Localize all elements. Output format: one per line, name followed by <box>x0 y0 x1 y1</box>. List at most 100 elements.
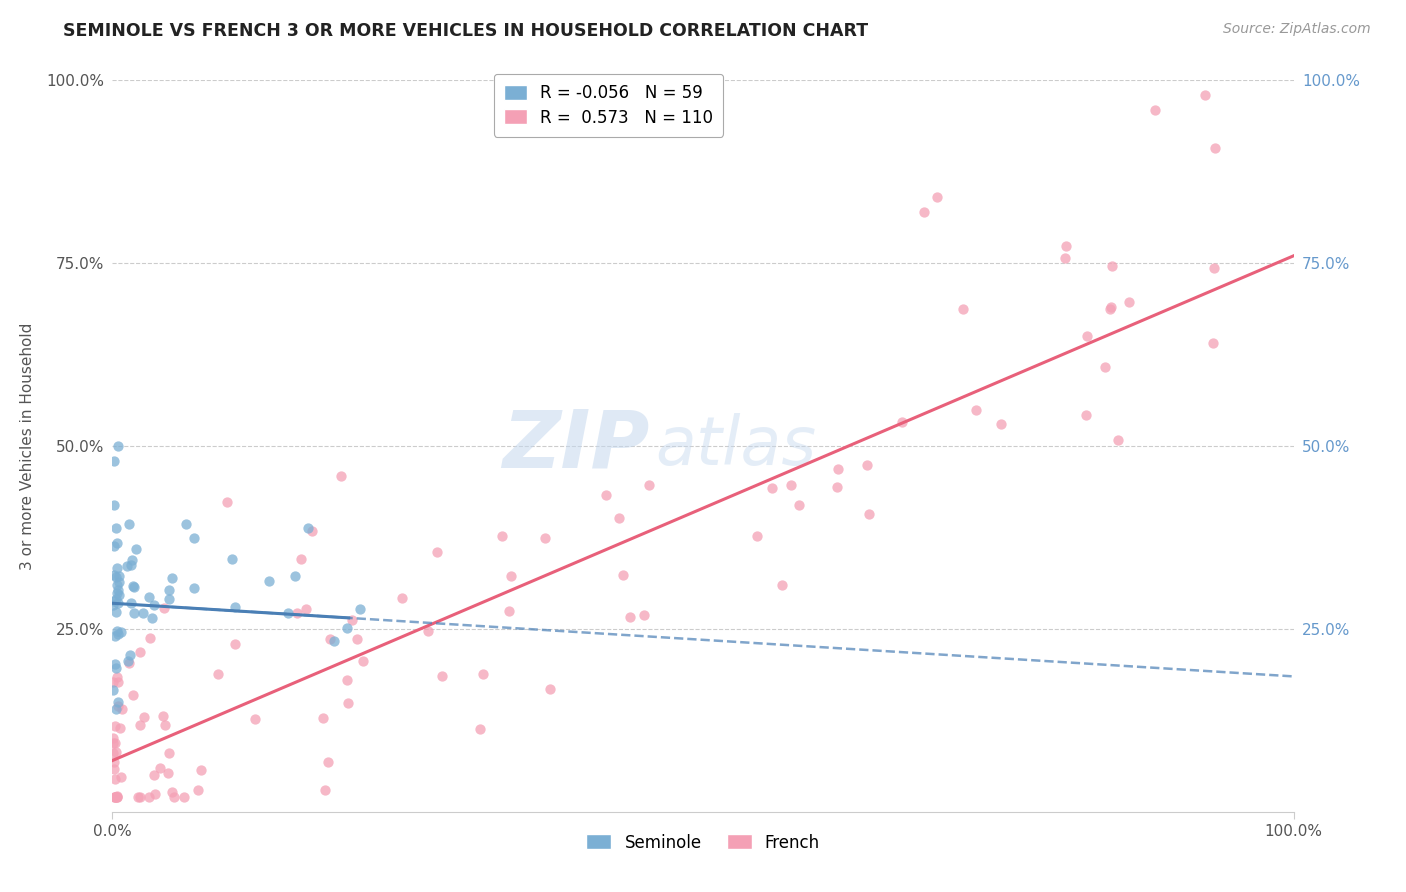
Point <box>827 462 849 476</box>
Point <box>103 593 125 607</box>
Point <box>121 579 143 593</box>
Point <box>780 478 803 492</box>
Point <box>118 516 141 531</box>
Point <box>129 645 152 659</box>
Point <box>105 745 128 759</box>
Point <box>491 529 513 543</box>
Point <box>187 783 209 797</box>
Point <box>316 755 339 769</box>
Point <box>183 581 205 595</box>
Point <box>607 510 630 524</box>
Point <box>105 578 128 592</box>
Point <box>534 532 557 546</box>
Point <box>595 488 617 502</box>
Point <box>284 568 307 582</box>
Point <box>143 768 166 782</box>
Point <box>125 541 148 556</box>
Point <box>105 521 128 535</box>
Point <box>103 790 125 805</box>
Point <box>107 596 129 610</box>
Point <box>104 790 127 805</box>
Point <box>143 598 166 612</box>
Point <box>290 551 312 566</box>
Point <box>105 586 128 600</box>
Point <box>120 648 142 662</box>
Point <box>430 669 453 683</box>
Point <box>101 746 124 760</box>
Point <box>637 478 659 492</box>
Point <box>285 607 308 621</box>
Point <box>105 670 128 684</box>
Point <box>745 529 768 543</box>
Point <box>336 673 359 688</box>
Point <box>156 766 179 780</box>
Point <box>122 580 145 594</box>
Point <box>105 592 128 607</box>
Point <box>105 789 128 803</box>
Point <box>176 516 198 531</box>
Point <box>104 772 127 786</box>
Text: atlas: atlas <box>655 413 817 479</box>
Point <box>108 589 131 603</box>
Point <box>110 770 132 784</box>
Point <box>342 613 364 627</box>
Point <box>152 709 174 723</box>
Point <box>103 736 125 750</box>
Point <box>155 718 177 732</box>
Point <box>127 790 149 805</box>
Point <box>1074 408 1097 422</box>
Point <box>128 718 150 732</box>
Point <box>612 568 634 582</box>
Text: ZIP: ZIP <box>502 407 650 485</box>
Y-axis label: 3 or more Vehicles in Household: 3 or more Vehicles in Household <box>20 322 35 570</box>
Point <box>108 721 131 735</box>
Point <box>1204 261 1226 276</box>
Point <box>323 633 346 648</box>
Point <box>138 790 160 805</box>
Point <box>108 574 131 589</box>
Point <box>105 790 128 805</box>
Point <box>1101 259 1123 273</box>
Point <box>101 598 124 612</box>
Point <box>221 552 243 566</box>
Point <box>157 582 180 597</box>
Point <box>952 301 974 316</box>
Point <box>139 631 162 645</box>
Point <box>1098 301 1121 316</box>
Point <box>104 719 127 733</box>
Point <box>105 702 128 716</box>
Point <box>121 552 143 566</box>
Point <box>965 403 987 417</box>
Point <box>259 574 281 589</box>
Point <box>124 606 146 620</box>
Point <box>243 712 266 726</box>
Point <box>173 790 195 805</box>
Point <box>1107 434 1129 448</box>
Point <box>101 683 124 698</box>
Point <box>224 599 246 614</box>
Point <box>183 531 205 545</box>
Point <box>1094 360 1116 375</box>
Point <box>107 675 129 690</box>
Point <box>129 790 152 805</box>
Point <box>1054 239 1077 253</box>
Point <box>103 453 125 467</box>
Point <box>105 570 128 584</box>
Point <box>1194 87 1216 102</box>
Point <box>107 583 129 598</box>
Point <box>352 654 374 668</box>
Point <box>104 629 127 643</box>
Point <box>329 469 352 483</box>
Text: Source: ZipAtlas.com: Source: ZipAtlas.com <box>1223 22 1371 37</box>
Point <box>103 674 125 689</box>
Point <box>224 637 246 651</box>
Point <box>107 626 129 640</box>
Point <box>120 558 142 572</box>
Point <box>277 606 299 620</box>
Point <box>107 695 129 709</box>
Point <box>105 790 128 805</box>
Point <box>1143 103 1166 117</box>
Point <box>104 657 127 672</box>
Point <box>103 498 125 512</box>
Point <box>157 746 180 760</box>
